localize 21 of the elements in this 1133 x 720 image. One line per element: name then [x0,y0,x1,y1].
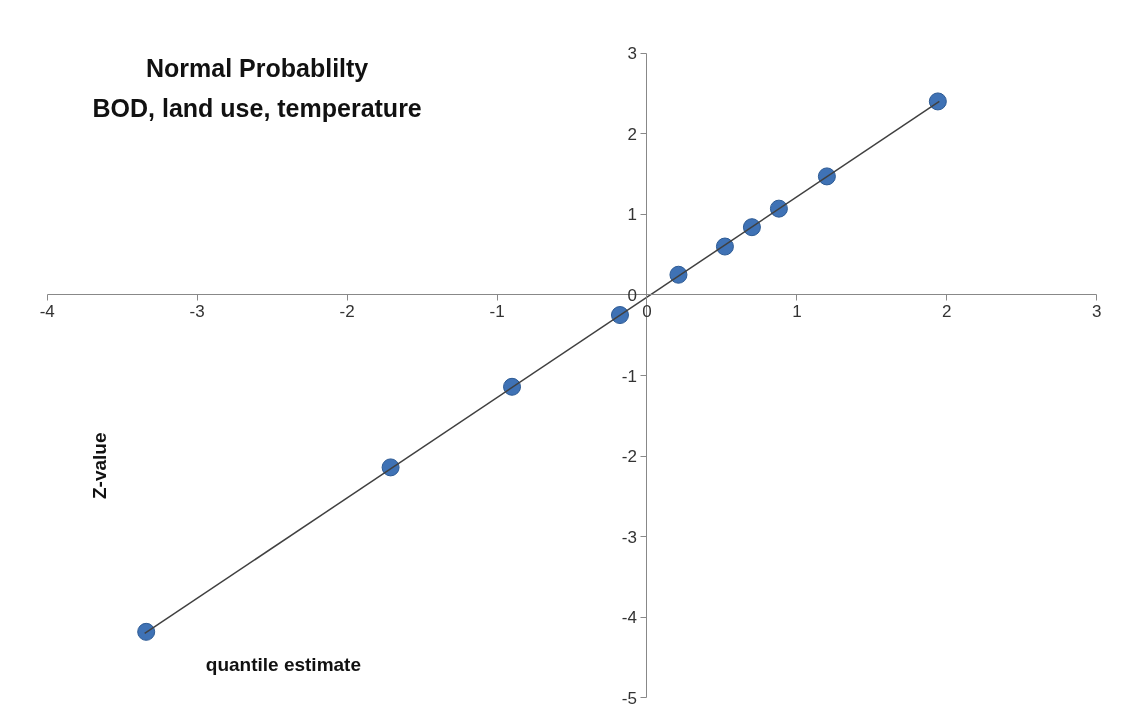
y-tick-label: 3 [627,44,637,64]
y-tick-label: 1 [627,205,637,225]
y-tick-label: -1 [621,366,637,386]
x-tick-label: -4 [39,301,55,321]
point [928,92,947,111]
x-axis-title: quantile estimate [205,654,361,676]
x-tick-label: -2 [339,301,355,321]
x-tick-label: 3 [1092,301,1102,321]
x-tick-label: 1 [792,301,802,321]
y-tick-label: -3 [621,527,637,547]
y-axis-title: Z-value [89,432,111,500]
y-tick-label: -5 [621,688,637,708]
x-tick-label: 2 [942,301,952,321]
y-tick-label: -2 [621,447,637,467]
chart-title: Normal Probablilty [146,54,369,83]
text: BOD, land use, temperature [92,94,422,123]
y-tick-label: -4 [621,608,637,628]
point [137,622,156,641]
x-tick-label: -3 [189,301,205,321]
y-tick-label: 2 [627,124,637,144]
x-tick-label: -1 [489,301,505,321]
